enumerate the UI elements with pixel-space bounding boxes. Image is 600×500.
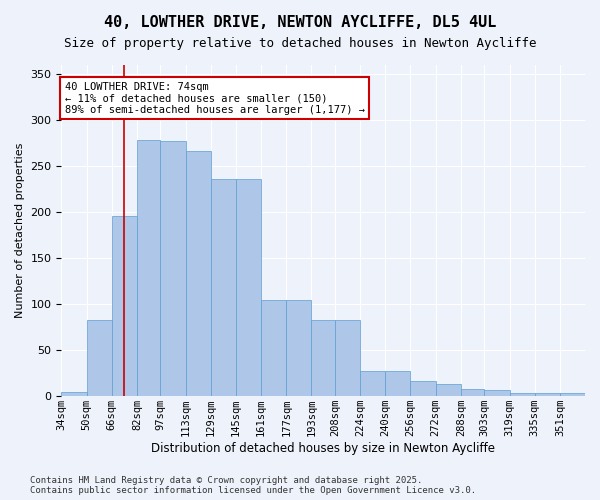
Bar [112, 216, 137, 396]
Bar [560, 394, 585, 396]
Bar [509, 394, 535, 396]
Bar [360, 372, 385, 396]
Bar [535, 394, 560, 396]
Bar [286, 300, 311, 396]
Bar [311, 320, 335, 396]
Bar [410, 382, 436, 396]
Bar [385, 372, 410, 396]
Bar [160, 142, 185, 396]
Bar [211, 179, 236, 396]
Bar [261, 300, 286, 396]
Text: 40 LOWTHER DRIVE: 74sqm
← 11% of detached houses are smaller (150)
89% of semi-d: 40 LOWTHER DRIVE: 74sqm ← 11% of detache… [65, 82, 365, 115]
Bar [61, 392, 86, 396]
Bar [335, 320, 360, 396]
Y-axis label: Number of detached properties: Number of detached properties [15, 143, 25, 318]
Text: Contains HM Land Registry data © Crown copyright and database right 2025.
Contai: Contains HM Land Registry data © Crown c… [30, 476, 476, 495]
X-axis label: Distribution of detached houses by size in Newton Aycliffe: Distribution of detached houses by size … [151, 442, 495, 455]
Text: Size of property relative to detached houses in Newton Aycliffe: Size of property relative to detached ho… [64, 38, 536, 51]
Bar [436, 384, 461, 396]
Bar [137, 140, 160, 396]
Bar [461, 389, 484, 396]
Bar [236, 179, 261, 396]
Bar [484, 390, 509, 396]
Bar [185, 150, 211, 396]
Text: 40, LOWTHER DRIVE, NEWTON AYCLIFFE, DL5 4UL: 40, LOWTHER DRIVE, NEWTON AYCLIFFE, DL5 … [104, 15, 496, 30]
Bar [86, 320, 112, 396]
